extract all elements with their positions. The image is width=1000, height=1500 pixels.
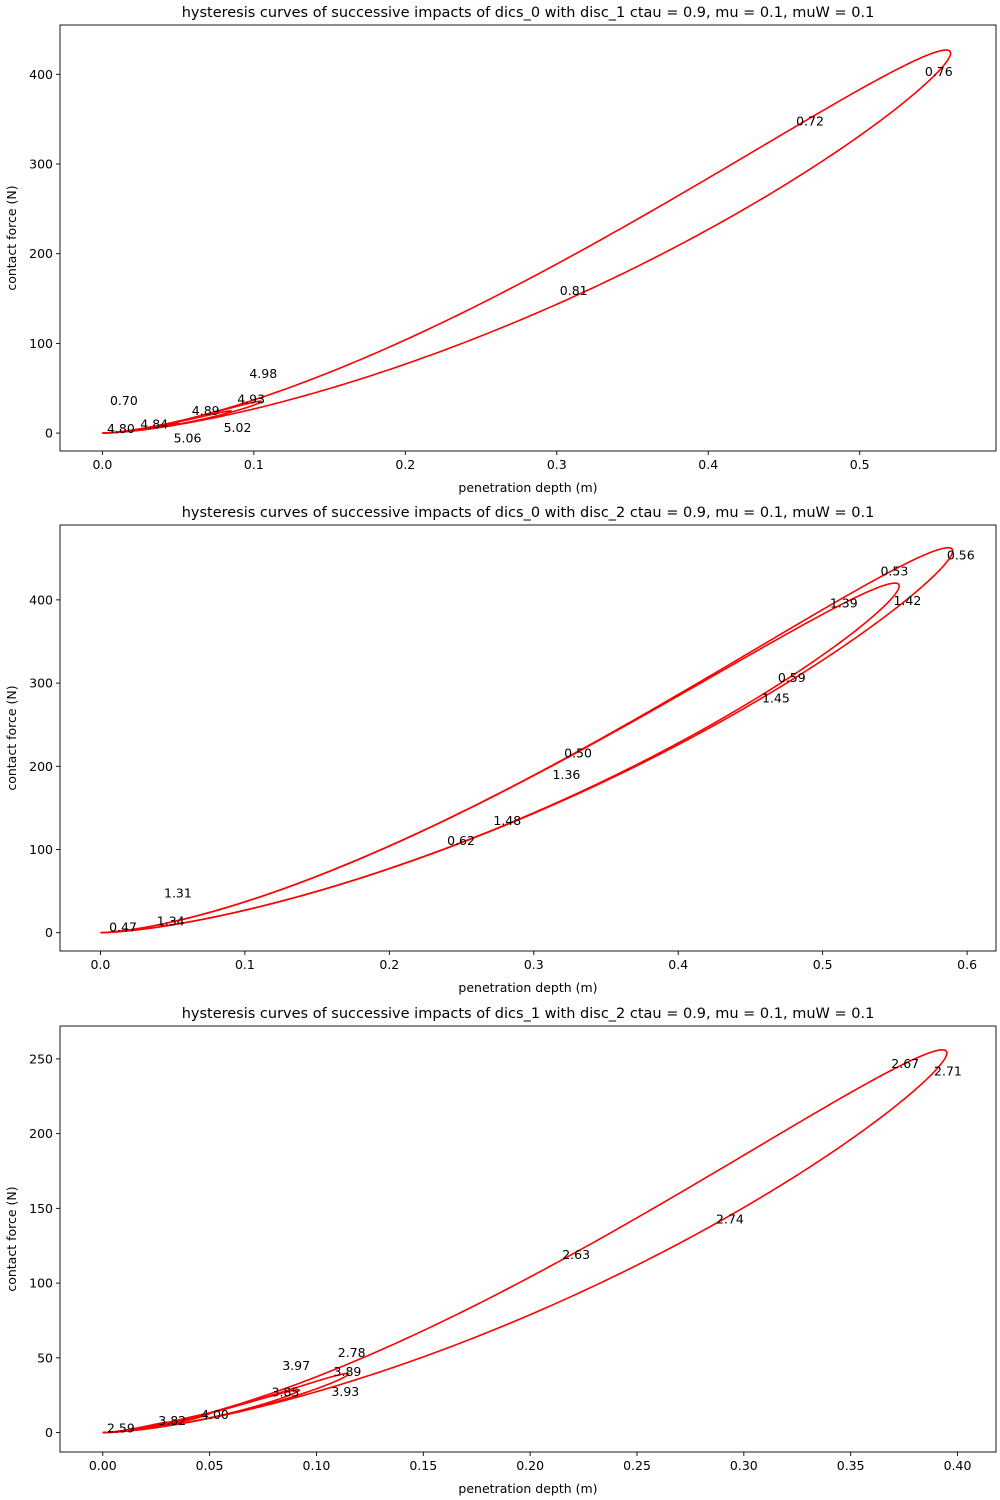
- data-label: 2.63: [562, 1247, 590, 1262]
- data-label: 1.39: [830, 596, 858, 611]
- data-label: 2.78: [338, 1345, 366, 1360]
- x-axis-label: penetration depth (m): [458, 980, 597, 995]
- x-tick-label: 0.2: [395, 457, 415, 472]
- axes-frame: [59, 24, 997, 452]
- data-label: 4.84: [140, 417, 168, 432]
- data-label: 1.31: [164, 886, 192, 901]
- data-label: 2.67: [891, 1056, 919, 1071]
- x-tick-label: 0.20: [516, 1458, 544, 1473]
- hysteresis-loop: [100, 582, 901, 934]
- hysteresis-loop: [102, 1372, 350, 1434]
- x-tick-label: 0.4: [698, 457, 718, 472]
- data-label: 0.47: [109, 919, 137, 934]
- data-label: 5.06: [174, 431, 202, 446]
- data-label: 0.50: [564, 745, 592, 760]
- data-label: 2.71: [934, 1063, 962, 1078]
- y-tick-label: 300: [29, 676, 53, 691]
- chart-title: hysteresis curves of successive impacts …: [182, 5, 875, 21]
- y-tick-label: 200: [29, 759, 53, 774]
- data-label: 0.70: [110, 393, 138, 408]
- hysteresis-loop: [102, 1421, 168, 1434]
- x-tick-label: 0.00: [89, 1458, 117, 1473]
- data-label: 0.81: [560, 283, 588, 298]
- y-tick-label: 50: [37, 1350, 53, 1365]
- data-label: 1.45: [762, 690, 790, 705]
- y-tick-label: 0: [45, 1425, 53, 1440]
- data-label: 2.74: [716, 1211, 744, 1226]
- hysteresis-loop: [100, 546, 954, 934]
- y-tick-label: 200: [29, 246, 53, 261]
- data-label: 0.56: [947, 547, 975, 562]
- y-tick-label: 0: [45, 426, 53, 441]
- data-label: 4.89: [192, 403, 220, 418]
- hysteresis-loop: [102, 422, 180, 434]
- y-tick-label: 100: [29, 336, 53, 351]
- x-tick-label: 0.30: [730, 1458, 758, 1473]
- x-tick-label: 0.4: [668, 957, 688, 972]
- hysteresis-loop: [102, 49, 952, 434]
- y-tick-label: 200: [29, 1126, 53, 1141]
- data-label: 5.02: [224, 420, 252, 435]
- x-tick-label: 0.15: [409, 1458, 437, 1473]
- data-label: 3.82: [158, 1413, 186, 1428]
- y-axis-label: contact force (N): [4, 685, 19, 790]
- x-tick-label: 0.3: [547, 457, 567, 472]
- x-tick-label: 0.5: [813, 957, 833, 972]
- data-label: 0.76: [925, 64, 953, 79]
- x-tick-label: 0.6: [957, 957, 977, 972]
- x-axis-label: penetration depth (m): [458, 1481, 597, 1496]
- data-label: 0.72: [796, 113, 824, 128]
- data-label: 3.93: [331, 1384, 359, 1399]
- y-axis-label: contact force (N): [4, 1186, 19, 1291]
- data-label: 3.97: [282, 1358, 310, 1373]
- data-label: 4.00: [201, 1407, 229, 1422]
- x-tick-label: 0.40: [944, 1458, 972, 1473]
- hysteresis-loop: [102, 429, 134, 434]
- subplot-2: 0.0 0.1 0.2 0.3 0.4 0.5 0.6 0 100 200 300 400 penetr…: [4, 505, 997, 995]
- data-label: 0.59: [778, 670, 806, 685]
- x-tick-label: 0.35: [837, 1458, 865, 1473]
- data-label: 4.80: [107, 421, 135, 436]
- data-label: 3.89: [334, 1364, 362, 1379]
- x-tick-label: 0.2: [379, 957, 399, 972]
- x-tick-label: 0.25: [623, 1458, 651, 1473]
- axes-frame: [59, 524, 997, 952]
- data-label: 1.48: [493, 813, 521, 828]
- y-tick-label: 300: [29, 157, 53, 172]
- x-tick-label: 0.1: [244, 457, 264, 472]
- chart-title: hysteresis curves of successive impacts …: [182, 1006, 875, 1022]
- x-tick-label: 0.0: [92, 457, 112, 472]
- y-tick-label: 250: [29, 1051, 53, 1066]
- subplot-1: 0.0 0.1 0.2 0.3 0.4 0.5 0 100 200 300 400 penetrati…: [4, 5, 997, 495]
- data-label: 4.98: [249, 366, 277, 381]
- data-label: 4.93: [237, 391, 265, 406]
- y-tick-label: 400: [29, 67, 53, 82]
- y-axis-label: contact force (N): [4, 185, 19, 290]
- x-tick-label: 0.3: [524, 957, 544, 972]
- data-label: 2.59: [107, 1421, 135, 1436]
- x-tick-label: 0.1: [235, 957, 255, 972]
- y-tick-label: 100: [29, 1276, 53, 1291]
- hysteresis-loop: [102, 1049, 948, 1434]
- data-label: 1.42: [893, 593, 921, 608]
- data-label: 1.36: [553, 767, 581, 782]
- axes-frame: [59, 1025, 997, 1453]
- x-tick-label: 0.5: [850, 457, 870, 472]
- data-label: 0.53: [880, 563, 908, 578]
- y-tick-label: 150: [29, 1201, 53, 1216]
- chart-title: hysteresis curves of successive impacts …: [182, 505, 875, 521]
- y-tick-label: 400: [29, 592, 53, 607]
- x-tick-label: 0.10: [303, 1458, 331, 1473]
- y-tick-label: 100: [29, 842, 53, 857]
- x-tick-label: 0.0: [90, 957, 110, 972]
- y-tick-label: 0: [45, 925, 53, 940]
- data-label: 3.85: [272, 1385, 300, 1400]
- x-tick-label: 0.05: [196, 1458, 224, 1473]
- x-axis-label: penetration depth (m): [458, 480, 597, 495]
- data-label: 0.62: [447, 833, 475, 848]
- data-label: 1.34: [157, 914, 185, 929]
- subplot-3: 0.00 0.05 0.10 0.15 0.20 0.25 0.30 0.35 0.40 0 50 1…: [4, 1006, 997, 1496]
